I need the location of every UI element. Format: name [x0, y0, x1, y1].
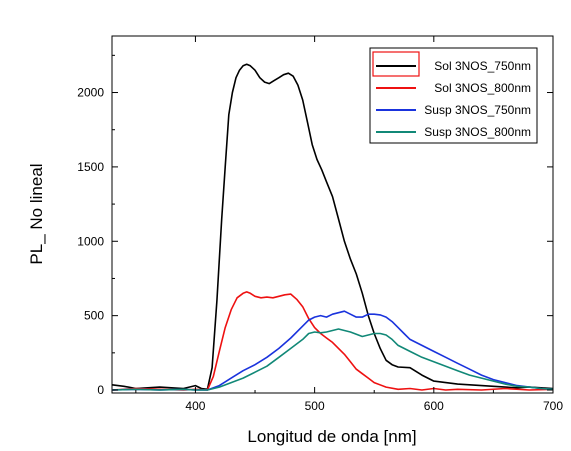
- x-tick-label: 500: [305, 399, 325, 413]
- legend-box: [369, 47, 538, 144]
- y-axis-label: PL_ No lineal: [27, 163, 46, 264]
- series-line-1: [111, 63, 554, 391]
- y-tick-label: 500: [84, 309, 104, 323]
- y-tick-label: 0: [97, 383, 104, 397]
- y-axis: 0 500 1000 1500 2000: [77, 54, 553, 397]
- x-tick-label: 400: [185, 399, 205, 413]
- y-tick-label: 2000: [77, 86, 104, 100]
- series-line-4: [111, 328, 554, 391]
- legend-label-2: Sol 3NOS_800nm: [434, 81, 531, 95]
- legend-label-4: Susp 3NOS_800nm: [424, 125, 531, 139]
- plot-frame: [111, 35, 554, 394]
- x-tick-label: 600: [424, 399, 444, 413]
- legend-label-1: Sol 3NOS_750nm: [434, 59, 531, 73]
- legend-selection-box: [372, 51, 420, 77]
- legend-label-3: Susp 3NOS_750nm: [424, 103, 531, 117]
- x-axis: 400 500 600 700: [135, 36, 563, 413]
- series-line-2: [111, 291, 554, 391]
- legend: Sol 3NOS_750nm Sol 3NOS_800nm Susp 3NOS_75…: [369, 47, 538, 144]
- y-tick-label: 1500: [77, 160, 104, 174]
- x-axis-label: Longitud de onda [nm]: [247, 427, 416, 446]
- series-line-3: [111, 310, 554, 391]
- y-tick-label: 1000: [77, 234, 104, 248]
- plot-area: [111, 63, 554, 391]
- x-tick-label: 700: [543, 399, 563, 413]
